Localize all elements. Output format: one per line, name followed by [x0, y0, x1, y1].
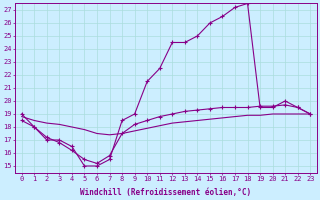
- X-axis label: Windchill (Refroidissement éolien,°C): Windchill (Refroidissement éolien,°C): [80, 188, 252, 197]
